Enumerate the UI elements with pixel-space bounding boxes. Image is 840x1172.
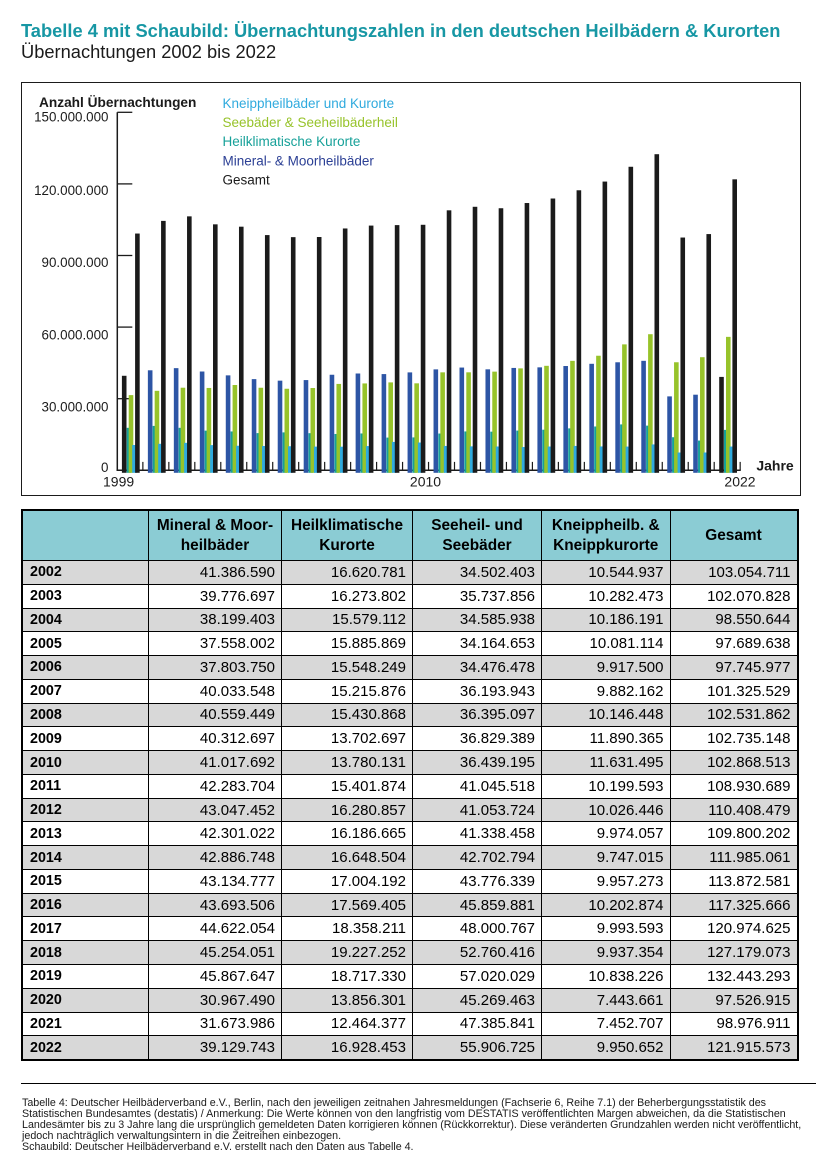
svg-text:90.000.000: 90.000.000	[42, 256, 109, 271]
svg-text:Jahre: Jahre	[756, 458, 794, 474]
svg-text:2010: 2010	[410, 474, 441, 490]
svg-text:Anzahl Übernachtungen: Anzahl Übernachtungen	[39, 95, 196, 110]
svg-text:Kneippheilbäder und Kurorte: Kneippheilbäder und Kurorte	[222, 96, 394, 111]
svg-text:60.000.000: 60.000.000	[42, 328, 109, 343]
svg-text:1999: 1999	[103, 474, 134, 490]
svg-text:Heilklimatische Kurorte: Heilklimatische Kurorte	[222, 135, 360, 150]
svg-text:0: 0	[101, 460, 108, 475]
svg-text:Mineral- & Moorheilbäder: Mineral- & Moorheilbäder	[222, 154, 374, 169]
svg-text:30.000.000: 30.000.000	[42, 400, 109, 415]
svg-text:Gesamt: Gesamt	[222, 173, 269, 188]
svg-text:120.000.000: 120.000.000	[34, 183, 108, 198]
svg-text:Seebäder & Seeheilbäderheil: Seebäder & Seeheilbäderheil	[222, 115, 397, 130]
svg-text:2022: 2022	[724, 474, 755, 490]
svg-text:150.000.000: 150.000.000	[34, 110, 108, 125]
